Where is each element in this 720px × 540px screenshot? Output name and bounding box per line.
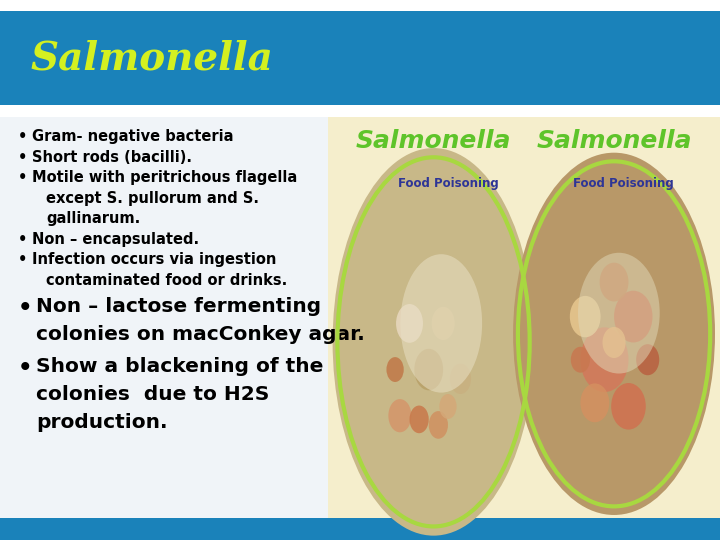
Ellipse shape xyxy=(439,394,456,419)
Ellipse shape xyxy=(387,357,404,382)
Bar xyxy=(0,11,720,105)
Bar xyxy=(0,0,720,11)
Ellipse shape xyxy=(428,411,448,439)
Text: except S. pullorum and S.: except S. pullorum and S. xyxy=(46,191,259,206)
Ellipse shape xyxy=(600,262,629,301)
Text: •: • xyxy=(18,357,32,380)
Text: Non – encapsulated.: Non – encapsulated. xyxy=(32,232,199,247)
Ellipse shape xyxy=(570,296,600,338)
Text: Infection occurs via ingestion: Infection occurs via ingestion xyxy=(32,252,276,267)
Bar xyxy=(328,117,720,518)
Text: •: • xyxy=(18,150,27,165)
Text: production.: production. xyxy=(36,413,168,432)
Text: gallinarum.: gallinarum. xyxy=(46,211,140,226)
Ellipse shape xyxy=(333,148,534,536)
Text: •: • xyxy=(18,129,27,144)
Ellipse shape xyxy=(580,327,629,392)
Bar xyxy=(0,105,720,117)
Ellipse shape xyxy=(614,291,652,342)
Text: Short rods (bacilli).: Short rods (bacilli). xyxy=(32,150,192,165)
Ellipse shape xyxy=(611,383,646,430)
Ellipse shape xyxy=(414,349,444,390)
Ellipse shape xyxy=(571,347,590,373)
Text: Show a blackening of the: Show a blackening of the xyxy=(36,357,323,376)
Ellipse shape xyxy=(580,383,609,422)
Ellipse shape xyxy=(388,399,411,433)
Text: Food Poisoning: Food Poisoning xyxy=(573,177,674,191)
Ellipse shape xyxy=(513,153,715,515)
Text: •: • xyxy=(18,297,32,320)
Text: Gram- negative bacteria: Gram- negative bacteria xyxy=(32,129,233,144)
Ellipse shape xyxy=(450,363,471,394)
Ellipse shape xyxy=(396,304,423,343)
Ellipse shape xyxy=(636,344,660,375)
Text: Salmonella: Salmonella xyxy=(536,129,692,153)
Text: Food Poisoning: Food Poisoning xyxy=(398,177,499,191)
Text: colonies on macConkey agar.: colonies on macConkey agar. xyxy=(36,325,365,344)
Ellipse shape xyxy=(410,406,428,433)
Text: Salmonella: Salmonella xyxy=(30,39,273,77)
Ellipse shape xyxy=(578,253,660,374)
Ellipse shape xyxy=(431,307,455,340)
Ellipse shape xyxy=(400,254,482,393)
Text: colonies  due to H2S: colonies due to H2S xyxy=(36,385,269,404)
Text: Salmonella: Salmonella xyxy=(356,129,511,153)
Bar xyxy=(0,518,720,540)
Text: •: • xyxy=(18,170,27,185)
Text: •: • xyxy=(18,252,27,267)
Text: Non – lactose fermenting: Non – lactose fermenting xyxy=(36,297,321,316)
Ellipse shape xyxy=(603,327,626,358)
Text: Motile with peritrichous flagella: Motile with peritrichous flagella xyxy=(32,170,297,185)
Text: •: • xyxy=(18,232,27,247)
Text: contaminated food or drinks.: contaminated food or drinks. xyxy=(46,273,287,288)
